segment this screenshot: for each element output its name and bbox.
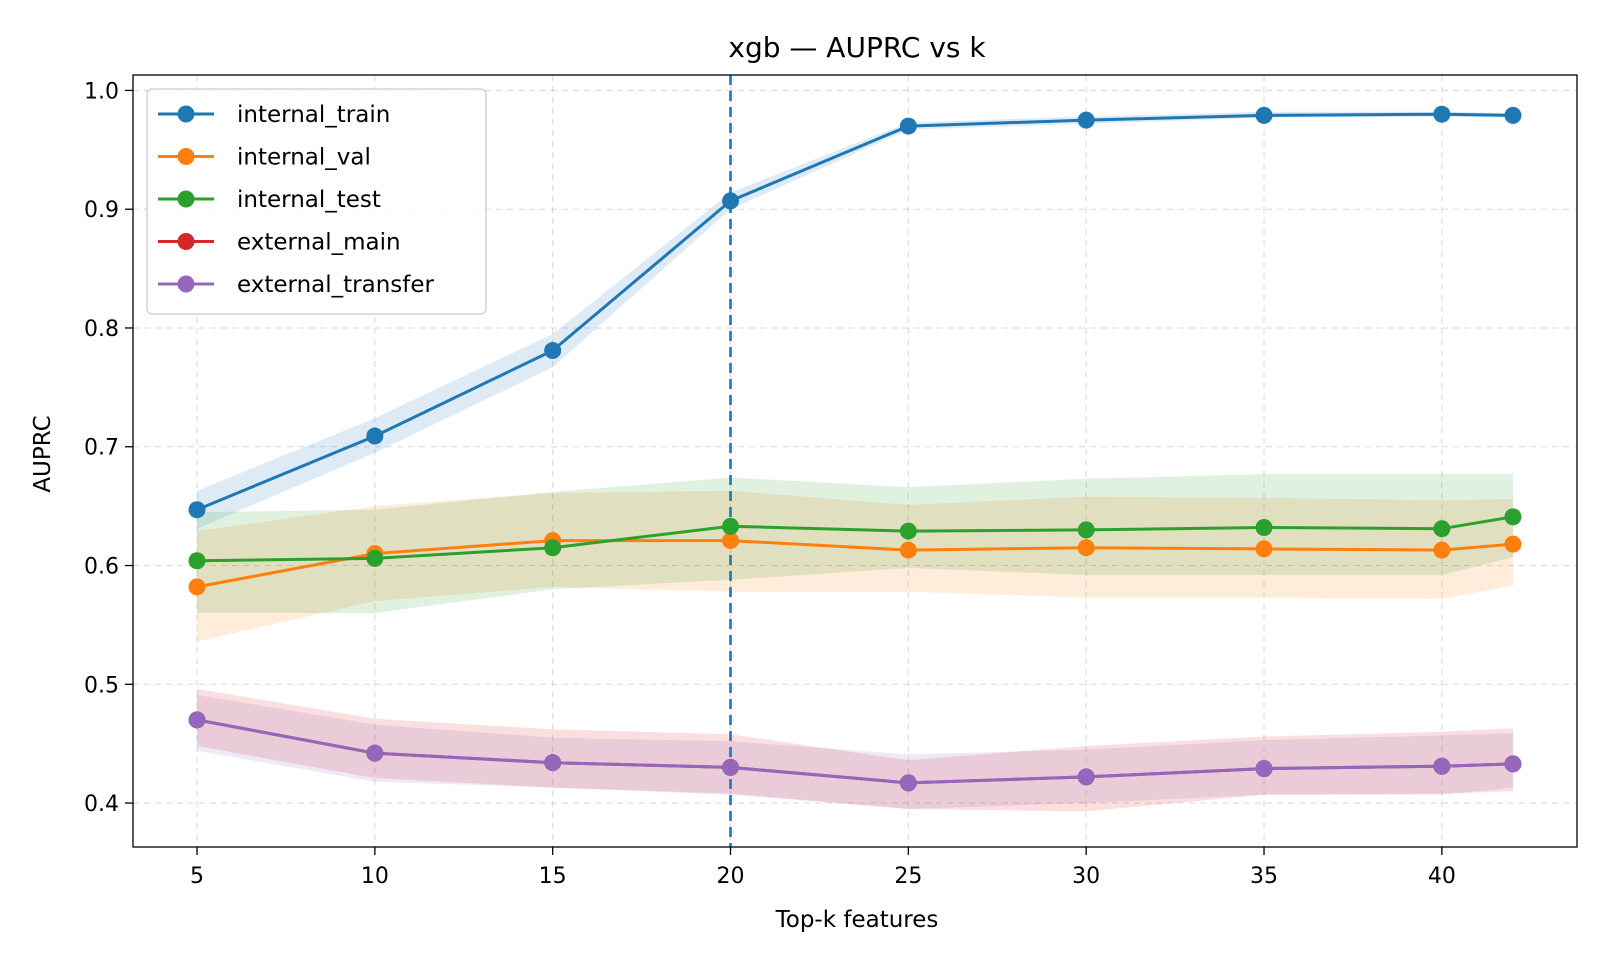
external_transfer-point [1504,755,1522,773]
x-tick-label: 10 [361,864,389,889]
legend-label: external_main [237,230,401,256]
internal_val-point [1504,535,1522,553]
external_transfer-point [1255,760,1273,778]
internal_train-point [1255,106,1273,124]
legend-marker [177,148,195,165]
y-axis: 0.4 0.5 0.6 0.7 0.8 0.9 1.0 [84,79,133,817]
internal_test-point [544,539,562,557]
legend-label: internal_val [237,145,371,171]
internal_test-point [722,517,740,535]
legend-label: internal_test [237,187,381,213]
internal_test-point [899,522,917,540]
x-tick-label: 15 [539,864,567,889]
internal_train-point [899,117,917,135]
chart-title: xgb — AUPRC vs k [728,31,986,64]
external_transfer-point [366,744,384,762]
external_transfer-point [1077,768,1095,786]
internal_val-point [899,541,917,559]
internal_train-point [1433,105,1451,123]
internal_val-point [1077,539,1095,557]
x-tick-label: 5 [190,864,204,889]
legend-label: external_transfer [237,272,435,298]
x-axis: 5 10 15 20 25 30 35 40 [190,847,1456,889]
legend-marker [177,275,195,293]
internal_val-point [1433,541,1451,559]
plot-frame [132,74,1578,848]
internal_train-point [1504,106,1522,124]
internal_train-point [188,501,206,519]
y-tick-label: 0.5 [84,673,119,698]
internal_test-band [197,474,1513,613]
legend-item-external_transfer: external_transfer [158,272,435,298]
internal_train-point [544,342,562,360]
internal_val-point [1255,540,1273,558]
x-tick-label: 40 [1428,864,1456,889]
legend-item-internal_test: internal_test [158,187,381,213]
x-axis-title: Top-k features [775,907,939,933]
legend-item-external_main: external_main [158,230,401,256]
internal_test-point [366,549,384,567]
external_transfer-point [899,774,917,792]
legend-item-internal_train: internal_train [158,102,390,128]
internal_train-point [722,192,740,210]
x-tick-label: 30 [1072,864,1100,889]
y-tick-label: 0.4 [84,792,119,817]
legend-label: internal_train [237,102,390,128]
y-tick-label: 0.9 [84,198,119,223]
legend-marker [177,190,195,208]
internal_test-point [1504,508,1522,526]
external_main-band [197,689,1513,812]
internal_test-point [1077,521,1095,539]
internal_val-point [188,578,206,596]
x-tick-label: 25 [894,864,922,889]
external_transfer-band [197,695,1513,809]
external_transfer-point [544,754,562,772]
y-axis-title: AUPRC [30,415,56,492]
x-tick-label: 35 [1250,864,1278,889]
external_transfer-point [188,711,206,729]
internal_train-point [366,427,384,445]
internal_test-point [1255,519,1273,537]
legend-box [146,88,487,315]
internal_train-point [1077,111,1095,129]
y-tick-label: 0.8 [84,317,119,342]
y-tick-label: 0.6 [84,555,119,580]
internal_test-point [188,552,206,570]
x-tick-label: 20 [717,864,745,889]
series-markers [188,105,1522,792]
legend-marker [177,233,195,250]
legend-item-internal_val: internal_val [158,145,371,171]
y-tick-label: 0.7 [84,436,119,461]
legend-marker [177,105,195,123]
internal_val-point [722,532,740,550]
y-tick-label: 1.0 [84,79,119,104]
internal_test-point [1433,520,1451,538]
external_transfer-point [722,758,740,776]
legend: internal_train internal_val internal_teste… [146,88,487,315]
external_transfer-point [1433,757,1451,775]
